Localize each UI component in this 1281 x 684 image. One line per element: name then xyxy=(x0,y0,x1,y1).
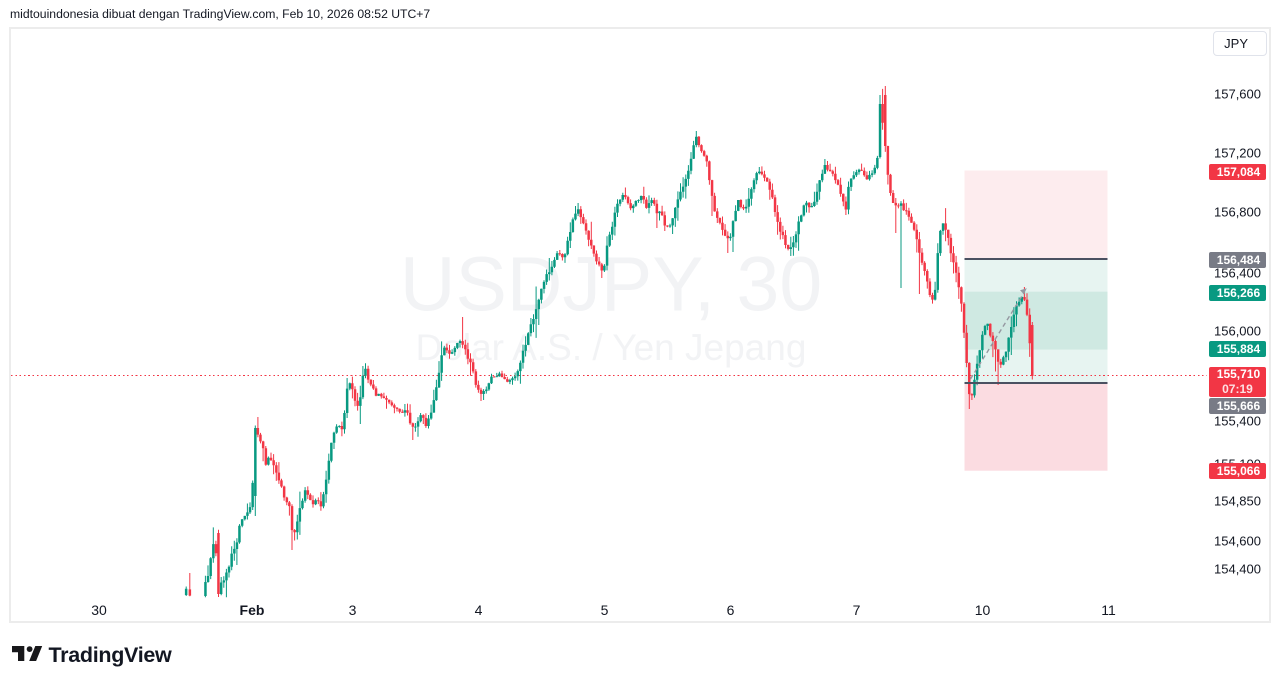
svg-text:Dolar A.S. / Yen Jepang: Dolar A.S. / Yen Jepang xyxy=(416,327,807,368)
svg-text:USDJPY, 30: USDJPY, 30 xyxy=(400,242,822,328)
